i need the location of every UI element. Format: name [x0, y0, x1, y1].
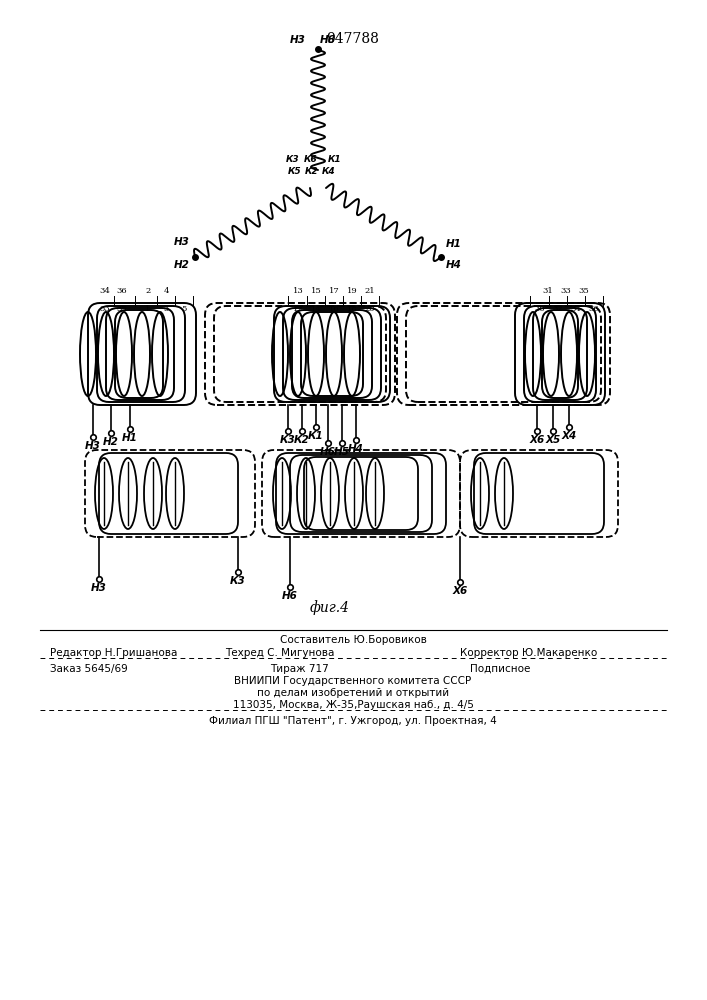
Text: К4: К4	[322, 167, 336, 176]
Text: К1: К1	[328, 155, 341, 164]
Text: 15: 15	[310, 287, 322, 295]
Text: К2: К2	[294, 435, 310, 445]
Text: Н3: Н3	[91, 583, 107, 593]
Text: Составитель Ю.Боровиков: Составитель Ю.Боровиков	[279, 635, 426, 645]
Text: К2: К2	[305, 167, 319, 176]
Text: 34: 34	[100, 287, 110, 295]
Text: Н1: Н1	[122, 433, 138, 443]
Text: 5: 5	[181, 305, 187, 313]
Text: Н2: Н2	[174, 260, 190, 270]
Text: 14: 14	[310, 305, 322, 313]
Text: 19: 19	[346, 287, 357, 295]
Text: 36: 36	[589, 305, 600, 313]
Text: К3: К3	[286, 155, 300, 164]
Text: фиг.4: фиг.4	[310, 600, 350, 615]
Text: Н3: Н3	[290, 35, 306, 45]
Text: К5: К5	[288, 167, 302, 176]
Text: 20: 20	[365, 305, 375, 313]
Text: Н6: Н6	[282, 591, 298, 601]
Text: 36: 36	[117, 287, 127, 295]
Text: 33: 33	[100, 305, 110, 313]
Text: Х5: Х5	[545, 435, 561, 445]
Text: Н3: Н3	[85, 441, 101, 451]
Text: 947788: 947788	[327, 32, 380, 46]
Text: Н3: Н3	[174, 237, 190, 247]
Text: К3: К3	[230, 576, 246, 586]
Text: Н6: Н6	[320, 447, 336, 457]
Text: 12: 12	[293, 305, 303, 313]
Text: Редактор Н.Гришанова: Редактор Н.Гришанова	[50, 648, 177, 658]
Text: Н1: Н1	[446, 239, 462, 249]
Text: 34: 34	[571, 305, 581, 313]
Text: Н4: Н4	[348, 444, 364, 454]
Text: Н2: Н2	[103, 437, 119, 447]
Text: 32: 32	[553, 305, 563, 313]
Text: Н6: Н6	[320, 35, 336, 45]
Text: 3: 3	[163, 305, 169, 313]
Text: 113035, Москва, Ж-35,Раушская наб., д. 4/5: 113035, Москва, Ж-35,Раушская наб., д. 4…	[233, 700, 474, 710]
Text: 2: 2	[146, 287, 151, 295]
Text: 18: 18	[346, 305, 357, 313]
Text: 21: 21	[365, 287, 375, 295]
Text: Х4: Х4	[561, 431, 577, 441]
Text: Техред С. Мигунова: Техред С. Мигунова	[225, 648, 334, 658]
Text: 31: 31	[543, 287, 554, 295]
Text: Х6: Х6	[530, 435, 544, 445]
Text: Подписное: Подписное	[470, 664, 530, 674]
Text: 35: 35	[117, 305, 127, 313]
Text: 13: 13	[293, 287, 303, 295]
Text: Х6: Х6	[452, 586, 467, 596]
Text: 4: 4	[163, 287, 169, 295]
Text: Н5: Н5	[334, 447, 350, 457]
Text: 35: 35	[578, 287, 590, 295]
Text: 1: 1	[146, 305, 151, 313]
Text: Н4: Н4	[446, 260, 462, 270]
Text: по делам изобретений и открытий: по делам изобретений и открытий	[257, 688, 449, 698]
Text: К6: К6	[304, 155, 317, 164]
Text: Корректор Ю.Макаренко: Корректор Ю.Макаренко	[460, 648, 597, 658]
Text: К1: К1	[308, 431, 324, 441]
Text: 16: 16	[329, 305, 339, 313]
Text: К3: К3	[280, 435, 296, 445]
Text: 30: 30	[534, 305, 545, 313]
Text: ВНИИПИ Государственного комитета СССР: ВНИИПИ Государственного комитета СССР	[235, 676, 472, 686]
Text: Заказ 5645/69: Заказ 5645/69	[50, 664, 128, 674]
Text: Тираж 717: Тираж 717	[270, 664, 329, 674]
Text: 33: 33	[561, 287, 571, 295]
Text: 17: 17	[329, 287, 339, 295]
Text: Филиал ПГШ "Патент", г. Ужгород, ул. Проектная, 4: Филиал ПГШ "Патент", г. Ужгород, ул. Про…	[209, 716, 497, 726]
